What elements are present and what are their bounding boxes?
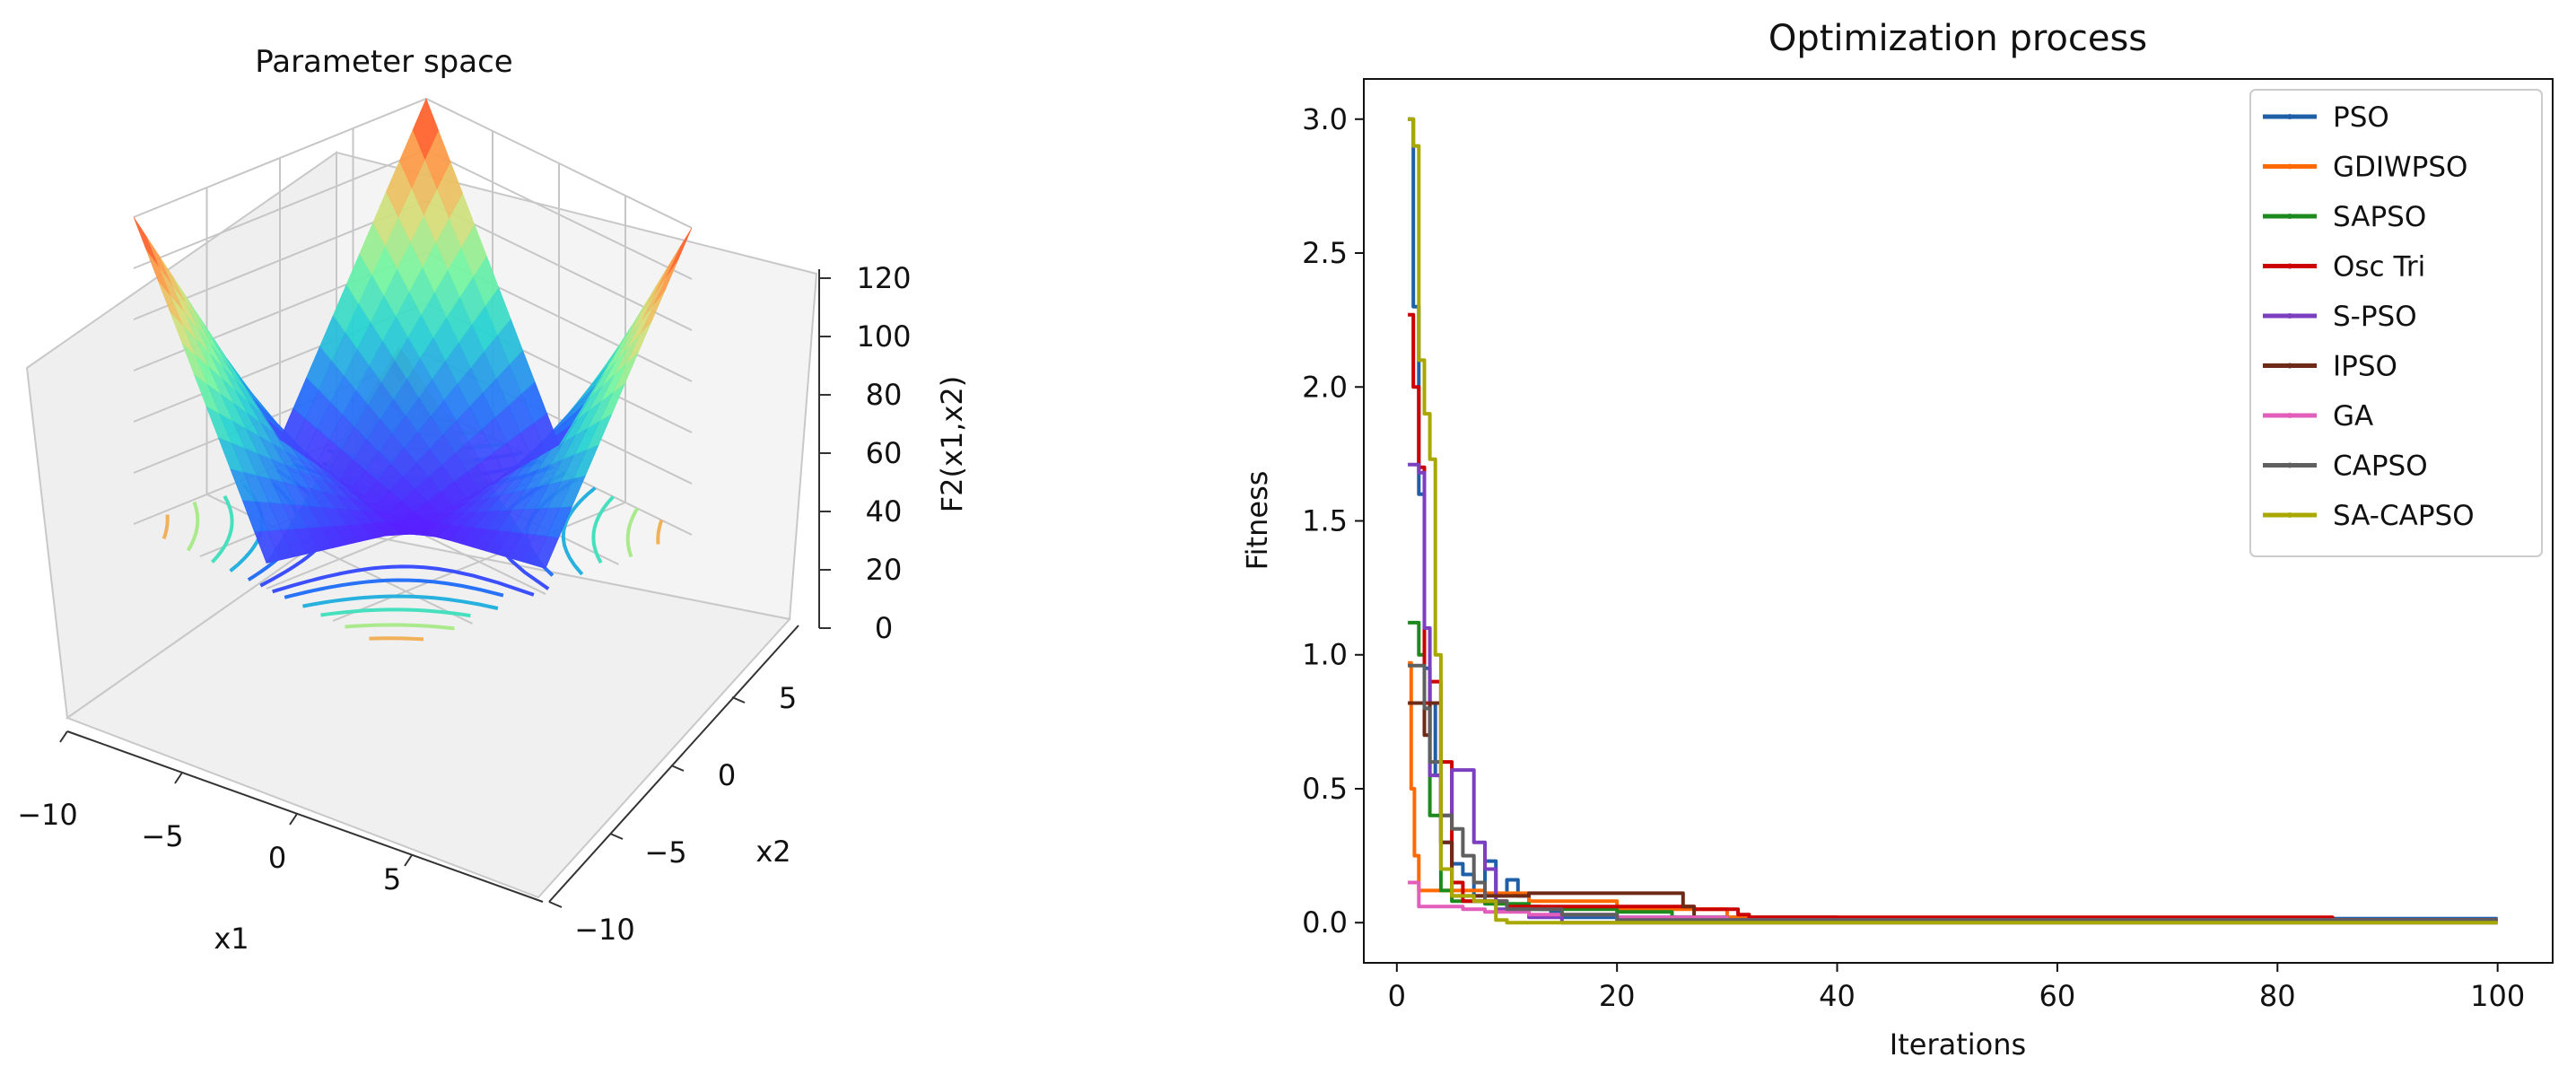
x1-tick-label: 5 (383, 862, 401, 896)
series-line-capso (1408, 663, 2498, 922)
y-tick-label: 2.0 (1302, 370, 1348, 404)
legend-label: SA-CAPSO (2333, 500, 2475, 532)
contour-line (591, 495, 615, 564)
x1-tick-label: −10 (17, 798, 78, 832)
z-tick-label: 40 (866, 494, 903, 529)
y-tick-label: 0.5 (1302, 772, 1348, 806)
series-line-sa-capso (1408, 117, 2498, 925)
y-tick-label: 2.5 (1302, 236, 1348, 270)
legend-label: GDIWPSO (2333, 152, 2467, 184)
x1-tick-label: 0 (268, 841, 286, 875)
contour-line (561, 486, 597, 576)
optimization-chart-panel: Optimization process 0 20 40 60 80 100 0.0 0.5 1… (1240, 18, 2554, 1062)
x1-axis-label: x1 (214, 922, 249, 956)
line-chart-ticks: 0 20 40 60 80 100 0.0 0.5 1.0 1.5 2.0 2.5 3.0 (1302, 102, 2525, 1013)
x1-tick-mark (59, 730, 68, 743)
legend-label: S-PSO (2333, 301, 2417, 333)
contour-line (656, 519, 664, 545)
x2-tick-label: −10 (574, 913, 635, 947)
legend-marker (2287, 363, 2292, 369)
x-tick-label: 40 (1819, 979, 1856, 1013)
legend-marker (2287, 413, 2292, 418)
x2-tick-mark (609, 833, 624, 840)
contour-line (320, 607, 471, 618)
x-axis-label: Iterations (1890, 1027, 2026, 1062)
y-tick-label: 0.0 (1302, 905, 1348, 940)
contour-line (345, 623, 455, 631)
x-tick-label: 60 (2039, 979, 2076, 1013)
x1-axis-line (66, 730, 544, 903)
y-tick-label: 1.0 (1302, 638, 1348, 672)
z-tick-label: 20 (866, 553, 903, 587)
y-axis-label: Fitness (1240, 471, 1274, 571)
legend-label: SAPSO (2333, 201, 2426, 233)
floor-pane (65, 528, 791, 899)
x2-tick-label: −5 (644, 835, 686, 870)
surface-patch (412, 98, 439, 160)
z-tick-label: 0 (875, 611, 893, 645)
x1-tick-mark (174, 772, 183, 784)
line-chart-series (1408, 117, 2498, 925)
legend-label: IPSO (2333, 351, 2397, 383)
legend-marker (2287, 163, 2292, 170)
x1-axis-ticks: −10 −5 0 5 (17, 730, 413, 896)
legend-marker (2287, 214, 2292, 219)
contour-line (162, 514, 170, 540)
surface-plot-title: Parameter space (255, 44, 512, 80)
x2-tick-mark (670, 765, 685, 772)
x2-tick-mark (548, 901, 563, 908)
series-line-gdiwpso (1408, 660, 2498, 922)
contour-line (284, 578, 504, 599)
z-tick-label: 60 (866, 436, 903, 470)
surface-mesh (133, 98, 693, 570)
legend-marker (2287, 512, 2292, 518)
x1-tick-label: −5 (141, 819, 183, 853)
x2-axis-ticks: −10 −5 0 5 (548, 681, 797, 947)
x2-axis-line (548, 625, 799, 903)
x1-tick-mark (289, 813, 298, 826)
legend-marker (2287, 462, 2292, 468)
contour-line (302, 594, 499, 610)
series-line-sapso (1408, 620, 2498, 922)
legend-marker (2287, 114, 2292, 119)
series-line-ipso (1408, 701, 2498, 922)
z-axis-ticks: 0 20 40 60 80 100 120 (819, 261, 912, 645)
z-tick-label: 100 (856, 319, 911, 354)
legend-marker (2287, 313, 2292, 319)
contour-line (186, 501, 200, 552)
x2-tick-label: 5 (779, 681, 797, 715)
contour-line (211, 494, 234, 564)
legend-box (2249, 89, 2543, 557)
contour-line (369, 636, 424, 642)
y-tick-label: 3.0 (1302, 102, 1348, 136)
x2-tick-label: 0 (718, 758, 736, 792)
legend-label: GA (2333, 400, 2373, 433)
x2-tick-mark (731, 696, 746, 704)
contour-line (272, 564, 535, 597)
x-tick-label: 0 (1388, 979, 1406, 1013)
x1-tick-mark (404, 854, 413, 867)
legend-label: PSO (2333, 101, 2389, 134)
x-tick-label: 100 (2470, 979, 2525, 1013)
surface-patch (133, 216, 160, 267)
legend-label: CAPSO (2333, 450, 2428, 483)
z-tick-label: 80 (866, 378, 903, 412)
x-tick-label: 20 (1599, 979, 1636, 1013)
legend: PSO GDIWPSO SAPSO Osc Tri S-PSO IPSO GA CAPSO SA… (2249, 89, 2543, 557)
z-axis-label: F2(x1,x2) (935, 376, 969, 513)
line-chart-title: Optimization process (1768, 18, 2147, 59)
legend-label: Osc Tri (2333, 251, 2425, 284)
z-tick-label: 120 (856, 261, 911, 295)
series-line-ga (1408, 880, 2498, 922)
x2-axis-label: x2 (755, 835, 790, 869)
y-tick-label: 1.5 (1302, 504, 1348, 538)
legend-marker (2287, 263, 2292, 269)
contour-line (625, 507, 640, 558)
x-tick-label: 80 (2259, 979, 2296, 1013)
surface-plot-panel: Parameter space 0 20 40 60 80 100 120 F2(x1,x2… (17, 44, 969, 956)
